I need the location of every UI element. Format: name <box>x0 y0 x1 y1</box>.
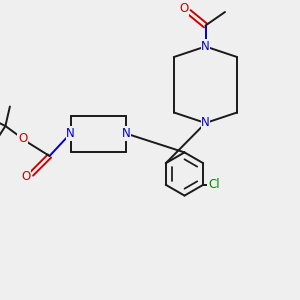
Text: O: O <box>21 170 30 184</box>
Text: N: N <box>66 127 75 140</box>
Text: N: N <box>201 40 210 53</box>
Text: O: O <box>18 132 27 146</box>
Text: N: N <box>122 127 130 140</box>
Text: Cl: Cl <box>208 178 220 191</box>
Text: O: O <box>179 2 188 16</box>
Text: N: N <box>201 116 210 130</box>
